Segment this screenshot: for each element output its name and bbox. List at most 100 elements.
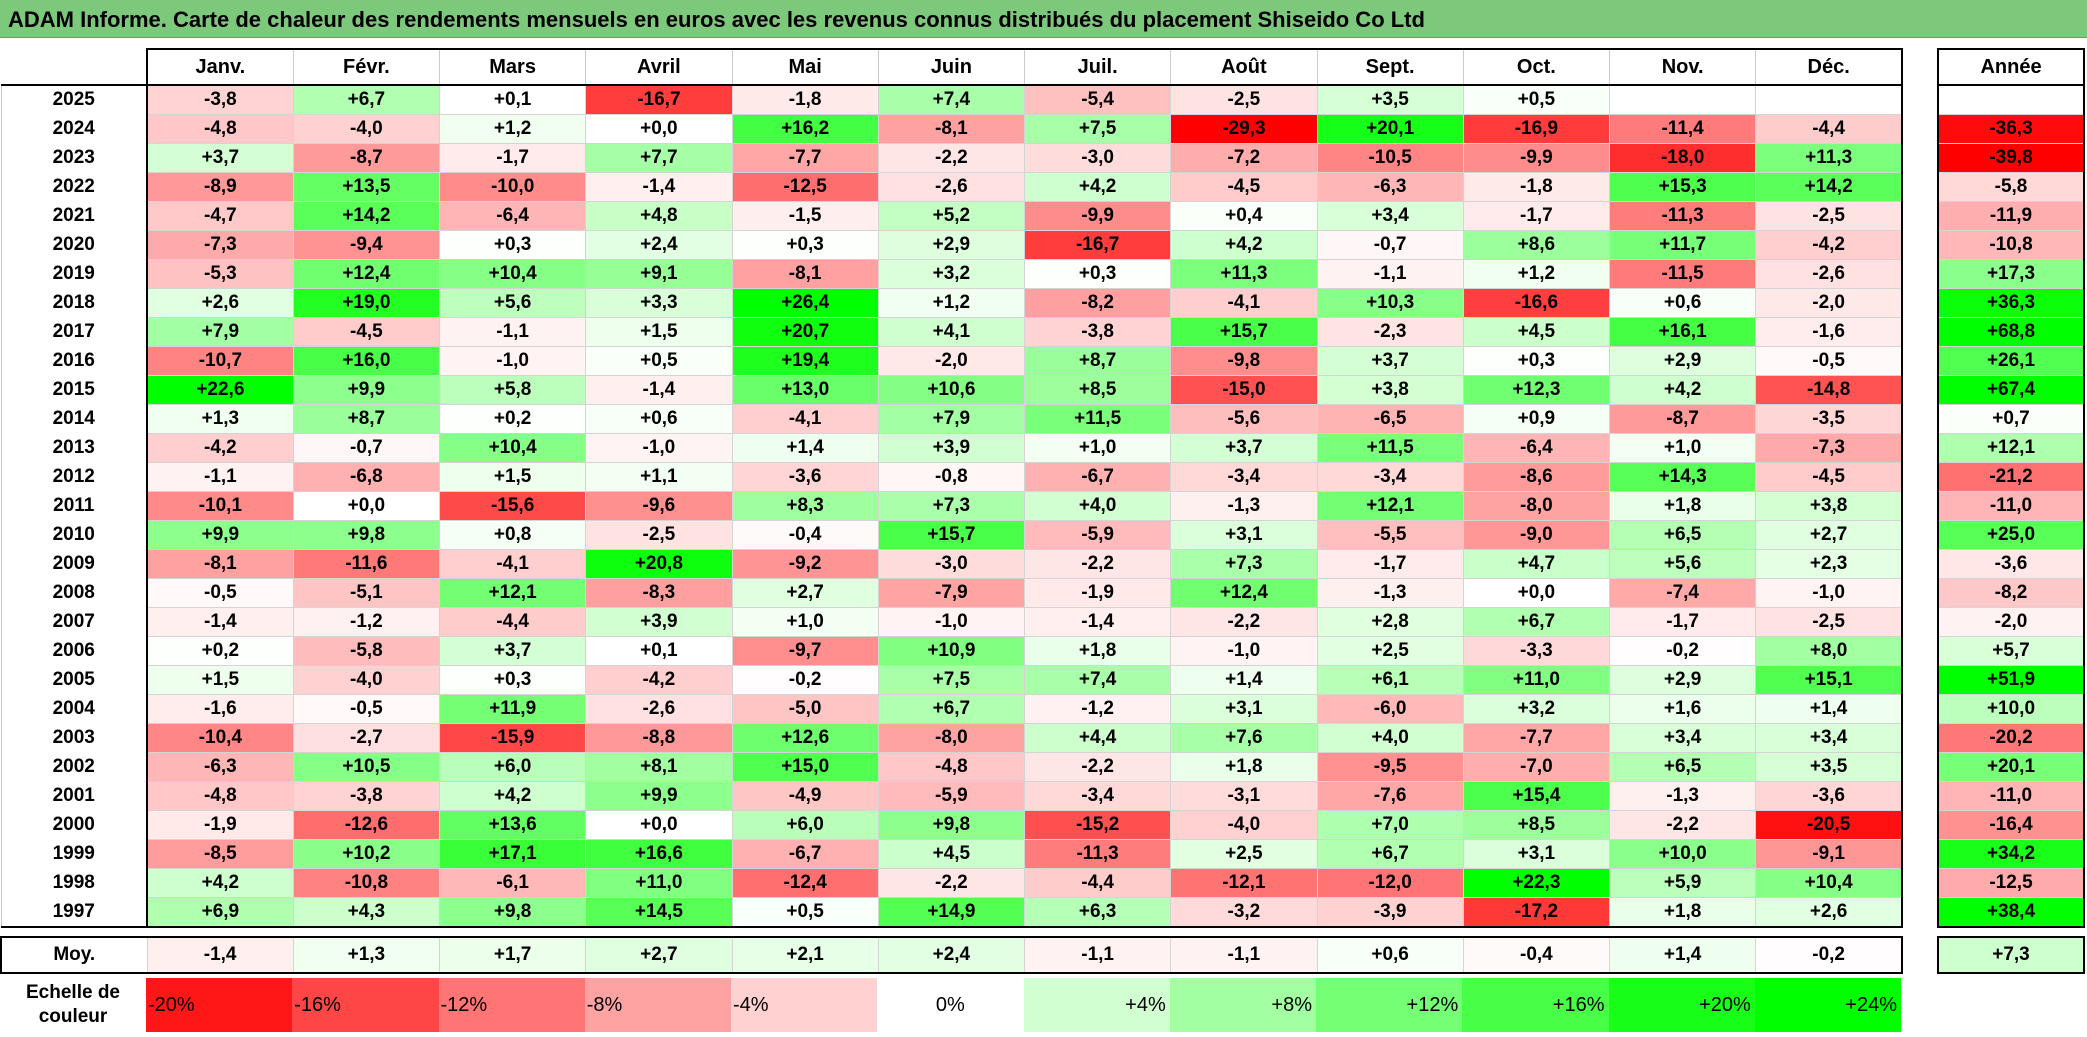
month-header: Août xyxy=(1170,48,1318,86)
heatmap-cell: +12,4 xyxy=(1170,578,1318,608)
heatmap-cell: +2,7 xyxy=(731,578,879,608)
year-row: 2007 -1,4 -1,2 -4,4 +3,9 +1,0 -1,0 -1,4 -2,2 +2,8… xyxy=(0,607,1904,637)
heatmap-cell: -5,6 xyxy=(1170,404,1318,434)
heatmap-cell: -1,1 xyxy=(1316,259,1464,289)
heatmap-cell: -15,9 xyxy=(438,723,587,753)
year-label: 2014 xyxy=(0,404,147,434)
heatmap-cell: +0,3 xyxy=(1462,346,1611,376)
heatmap-cell: +7,5 xyxy=(1023,114,1172,144)
heatmap-cell: -1,0 xyxy=(438,346,587,376)
year-label: 2005 xyxy=(0,665,147,695)
average-cell: +2,1 xyxy=(731,936,879,974)
annual-cell: +17,3 xyxy=(1937,259,2085,289)
heatmap-cell: +10,4 xyxy=(438,259,587,289)
heatmap-cell: -2,2 xyxy=(877,868,1026,898)
heatmap-cell: -16,9 xyxy=(1462,114,1611,144)
heatmap-cell: +14,5 xyxy=(585,897,733,928)
heatmap-cell: -15,0 xyxy=(1170,375,1318,405)
heatmap-cell: +1,8 xyxy=(1023,636,1172,666)
heatmap-cell: -10,7 xyxy=(145,346,294,376)
heatmap-cell: -1,3 xyxy=(1170,491,1318,521)
heatmap-cell: -1,9 xyxy=(1023,578,1172,608)
heatmap-cell: -4,5 xyxy=(1170,172,1318,202)
heatmap-cell: -9,9 xyxy=(1023,201,1172,231)
color-scale-label: Echelle de couleur xyxy=(26,982,120,1027)
heatmap-cell: -6,3 xyxy=(1316,172,1464,202)
year-row: 1997 +6,9 +4,3 +9,8 +14,5 +0,5 +14,9 +6,3 -3,2 -3… xyxy=(0,897,1904,928)
heatmap-cell: -8,3 xyxy=(585,578,733,608)
annual-cell: -20,2 xyxy=(1937,723,2085,753)
heatmap-cell: -10,4 xyxy=(145,723,294,753)
year-row: 2000 -1,9 -12,6 +13,6 +0,0 +6,0 +9,8 -15,2 -4,0 +… xyxy=(0,810,1904,840)
annual-cell: -10,8 xyxy=(1937,230,2085,260)
heatmap-cell: -3,9 xyxy=(1316,897,1464,928)
annual-cell: +12,1 xyxy=(1937,433,2085,463)
heatmap-cell: -7,7 xyxy=(731,143,879,173)
heatmap-cell: -2,5 xyxy=(1755,201,1904,231)
year-label: 2024 xyxy=(0,114,147,144)
heatmap-cell: -1,1 xyxy=(145,462,294,492)
heatmap-cell: -3,6 xyxy=(1755,781,1904,811)
heatmap-cell: +9,8 xyxy=(292,520,441,550)
heatmap-cell: -12,6 xyxy=(292,810,441,840)
year-label: 2007 xyxy=(0,607,147,637)
heatmap-cell: -2,2 xyxy=(877,143,1026,173)
heatmap-cell: +4,3 xyxy=(292,897,441,928)
heatmap-cell: -5,0 xyxy=(731,694,879,724)
heatmap-cell: -20,5 xyxy=(1755,810,1904,840)
heatmap-cell: -6,0 xyxy=(1316,694,1464,724)
heatmap-cell: -7,3 xyxy=(1755,433,1904,463)
year-label: 2015 xyxy=(0,375,147,405)
heatmap-cell: +10,0 xyxy=(1608,839,1757,869)
heatmap-cell: -18,0 xyxy=(1608,143,1757,173)
heatmap-cell: -7,4 xyxy=(1608,578,1757,608)
heatmap-cell: -4,2 xyxy=(585,665,733,695)
heatmap-cell: -4,5 xyxy=(1755,462,1904,492)
average-cell: +2,4 xyxy=(877,936,1026,974)
heatmap-cell: +0,0 xyxy=(1462,578,1611,608)
heatmap-cell: +17,1 xyxy=(438,839,587,869)
heatmap-cell: +1,6 xyxy=(1608,694,1757,724)
year-row: 2022 -8,9 +13,5 -10,0 -1,4 -12,5 -2,6 +4,2 -4,5-… xyxy=(0,172,1904,202)
heatmap-cell: -7,2 xyxy=(1170,143,1318,173)
year-row: 2019 -5,3 +12,4 +10,4 +9,1 -8,1 +3,2 +0,3 +11,3-… xyxy=(0,259,1904,289)
heatmap-cell: -2,6 xyxy=(1755,259,1904,289)
color-scale-swatch: -20% xyxy=(146,978,293,1032)
heatmap-cell: +3,8 xyxy=(1316,375,1464,405)
heatmap-cell: -1,5 xyxy=(731,201,879,231)
heatmap-cell: +9,8 xyxy=(438,897,587,928)
year-label: 2001 xyxy=(0,781,147,811)
heatmap-cell: -1,3 xyxy=(1608,781,1757,811)
heatmap-cell: -1,6 xyxy=(145,694,294,724)
heatmap-cell: +4,4 xyxy=(1023,723,1172,753)
heatmap-cell: +1,8 xyxy=(1170,752,1318,782)
heatmap-cell: -9,8 xyxy=(1170,346,1318,376)
heatmap-cell: -4,8 xyxy=(145,114,294,144)
heatmap-cell: -12,5 xyxy=(731,172,879,202)
heatmap-cell: -5,9 xyxy=(877,781,1026,811)
year-row: 2016 -10,7 +16,0 -1,0 +0,5 +19,4 -2,0 +8,7 -9,8 +… xyxy=(0,346,1904,376)
heatmap-cell: -2,5 xyxy=(1755,607,1904,637)
color-scale-swatch: +12% xyxy=(1316,978,1463,1032)
annual-cell: +68,8 xyxy=(1937,317,2085,347)
average-cell: +2,7 xyxy=(585,936,733,974)
heatmap-cell: -2,7 xyxy=(292,723,441,753)
heatmap-cell: +0,5 xyxy=(731,897,879,928)
heatmap-cell: +10,4 xyxy=(438,433,587,463)
year-label: 2008 xyxy=(0,578,147,608)
heatmap-cell: +16,2 xyxy=(731,114,879,144)
year-row: 2003 -10,4 -2,7 -15,9 -8,8 +12,6 -8,0 +4,4 +7,6 +… xyxy=(0,723,1904,753)
heatmap-cell: -2,2 xyxy=(1023,752,1172,782)
heatmap-cell: +1,8 xyxy=(1608,897,1757,928)
month-header-row: Janv. Févr. Mars Avril Mai Juin Juil. Août Sept.… xyxy=(1,48,1904,86)
heatmap-cell: -1,7 xyxy=(1608,607,1757,637)
heatmap-cell: +0,3 xyxy=(438,665,587,695)
annual-cell: +67,4 xyxy=(1937,375,2085,405)
heatmap-cell: -5,4 xyxy=(1023,84,1172,115)
heatmap-cell: +8,6 xyxy=(1462,230,1611,260)
heatmap-cell: -3,0 xyxy=(1023,143,1172,173)
heatmap-cell: -9,9 xyxy=(1462,143,1611,173)
year-row: 2017 +7,9 -4,5 -1,1 +1,5 +20,7 +4,1 -3,8 +15,7 -2… xyxy=(0,317,1904,347)
heatmap-cell: +4,1 xyxy=(877,317,1026,347)
heatmap-cell: -0,4 xyxy=(731,520,879,550)
